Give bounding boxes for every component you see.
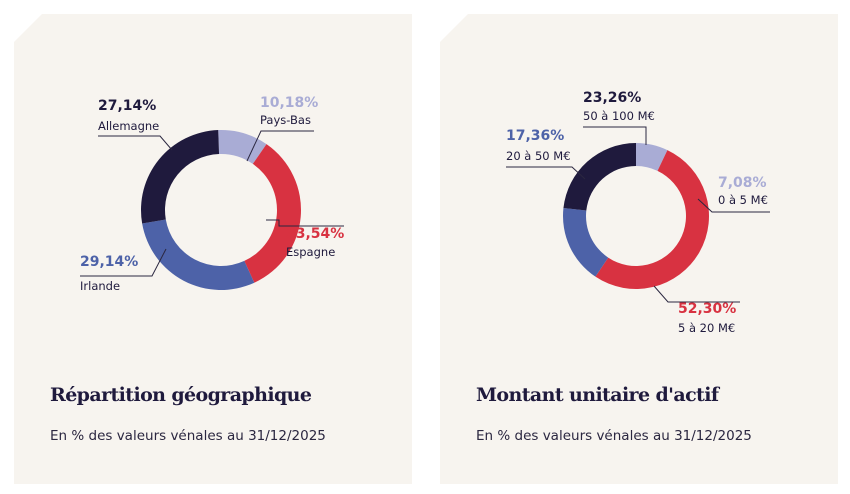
geo-value-label-pays-bas: 10,18%: [260, 95, 318, 111]
amount-slice-5-a-20-mmeur: [595, 150, 709, 289]
geo-value-label-irlande: 29,14%: [80, 254, 138, 270]
amount-leader-line-0-a-5-mmeur: [697, 198, 770, 213]
geo-chart-card: 10,18% Pays-Bas 33,54% Espagne 29,14% Irlande…: [14, 14, 412, 484]
amount-chart-card: 7,08% 0 à 5 M€ 52,30% 5 à 20 M€ 17,36% 20 à 5…: [440, 14, 838, 484]
geo-chart-title: Répartition géographique: [50, 384, 312, 406]
amount-leader-line-20-a-50-mmeur: [506, 166, 586, 180]
geo-leader-line-espagne: [266, 219, 344, 227]
amount-value-label-50-a-100-mmeur: 23,26%: [583, 90, 641, 106]
geo-slice-allemagne: [141, 130, 220, 224]
geo-slice-espagne: [244, 144, 301, 283]
amount-donut-chart: 7,08% 0 à 5 M€ 52,30% 5 à 20 M€ 17,36% 20 à 5…: [506, 90, 770, 335]
amount-slice-20-a-50-mmeur: [563, 208, 609, 277]
amount-slice-50-a-100-mmeur: [563, 143, 636, 211]
geo-chart-subtitle: En % des valeurs vénales au 31/12/2025: [50, 428, 326, 444]
geo-slice-irlande: [142, 219, 255, 290]
amount-value-label-0-a-5-mmeur: 7,08%: [718, 175, 767, 191]
amount-category-label-50-a-100-mmeur: 50 à 100 M€: [583, 109, 655, 123]
amount-leader-line-50-a-100-mmeur: [583, 126, 647, 145]
amount-value-label-5-a-20-mmeur: 52,30%: [678, 301, 736, 317]
geo-leader-line-pays-bas: [246, 130, 314, 162]
geo-category-label-pays-bas: Pays-Bas: [260, 113, 311, 127]
geo-leader-line-irlande: [80, 248, 167, 277]
geo-category-label-irlande: Irlande: [80, 279, 120, 293]
geo-slice-pays-bas: [218, 130, 267, 164]
amount-category-label-0-a-5-mmeur: 0 à 5 M€: [718, 193, 768, 207]
amount-value-label-20-a-50-mmeur: 17,36%: [506, 128, 564, 144]
geo-value-label-allemagne: 27,14%: [98, 98, 156, 114]
geo-donut-chart: 10,18% Pays-Bas 33,54% Espagne 29,14% Irlande…: [80, 95, 344, 293]
amount-chart-title: Montant unitaire d'actif: [476, 384, 719, 406]
amount-category-label-5-a-20-mmeur: 5 à 20 M€: [678, 321, 735, 335]
amount-chart-subtitle: En % des valeurs vénales au 31/12/2025: [476, 428, 752, 444]
amount-leader-line-5-a-20-mmeur: [653, 285, 740, 303]
geo-leader-line-allemagne: [98, 135, 173, 151]
geo-value-label-espagne: 33,54%: [286, 226, 344, 242]
amount-slice-0-a-5-mmeur: [636, 143, 668, 171]
geo-category-label-allemagne: Allemagne: [98, 119, 159, 133]
amount-category-label-20-a-50-mmeur: 20 à 50 M€: [506, 149, 571, 163]
geo-category-label-espagne: Espagne: [286, 245, 335, 259]
